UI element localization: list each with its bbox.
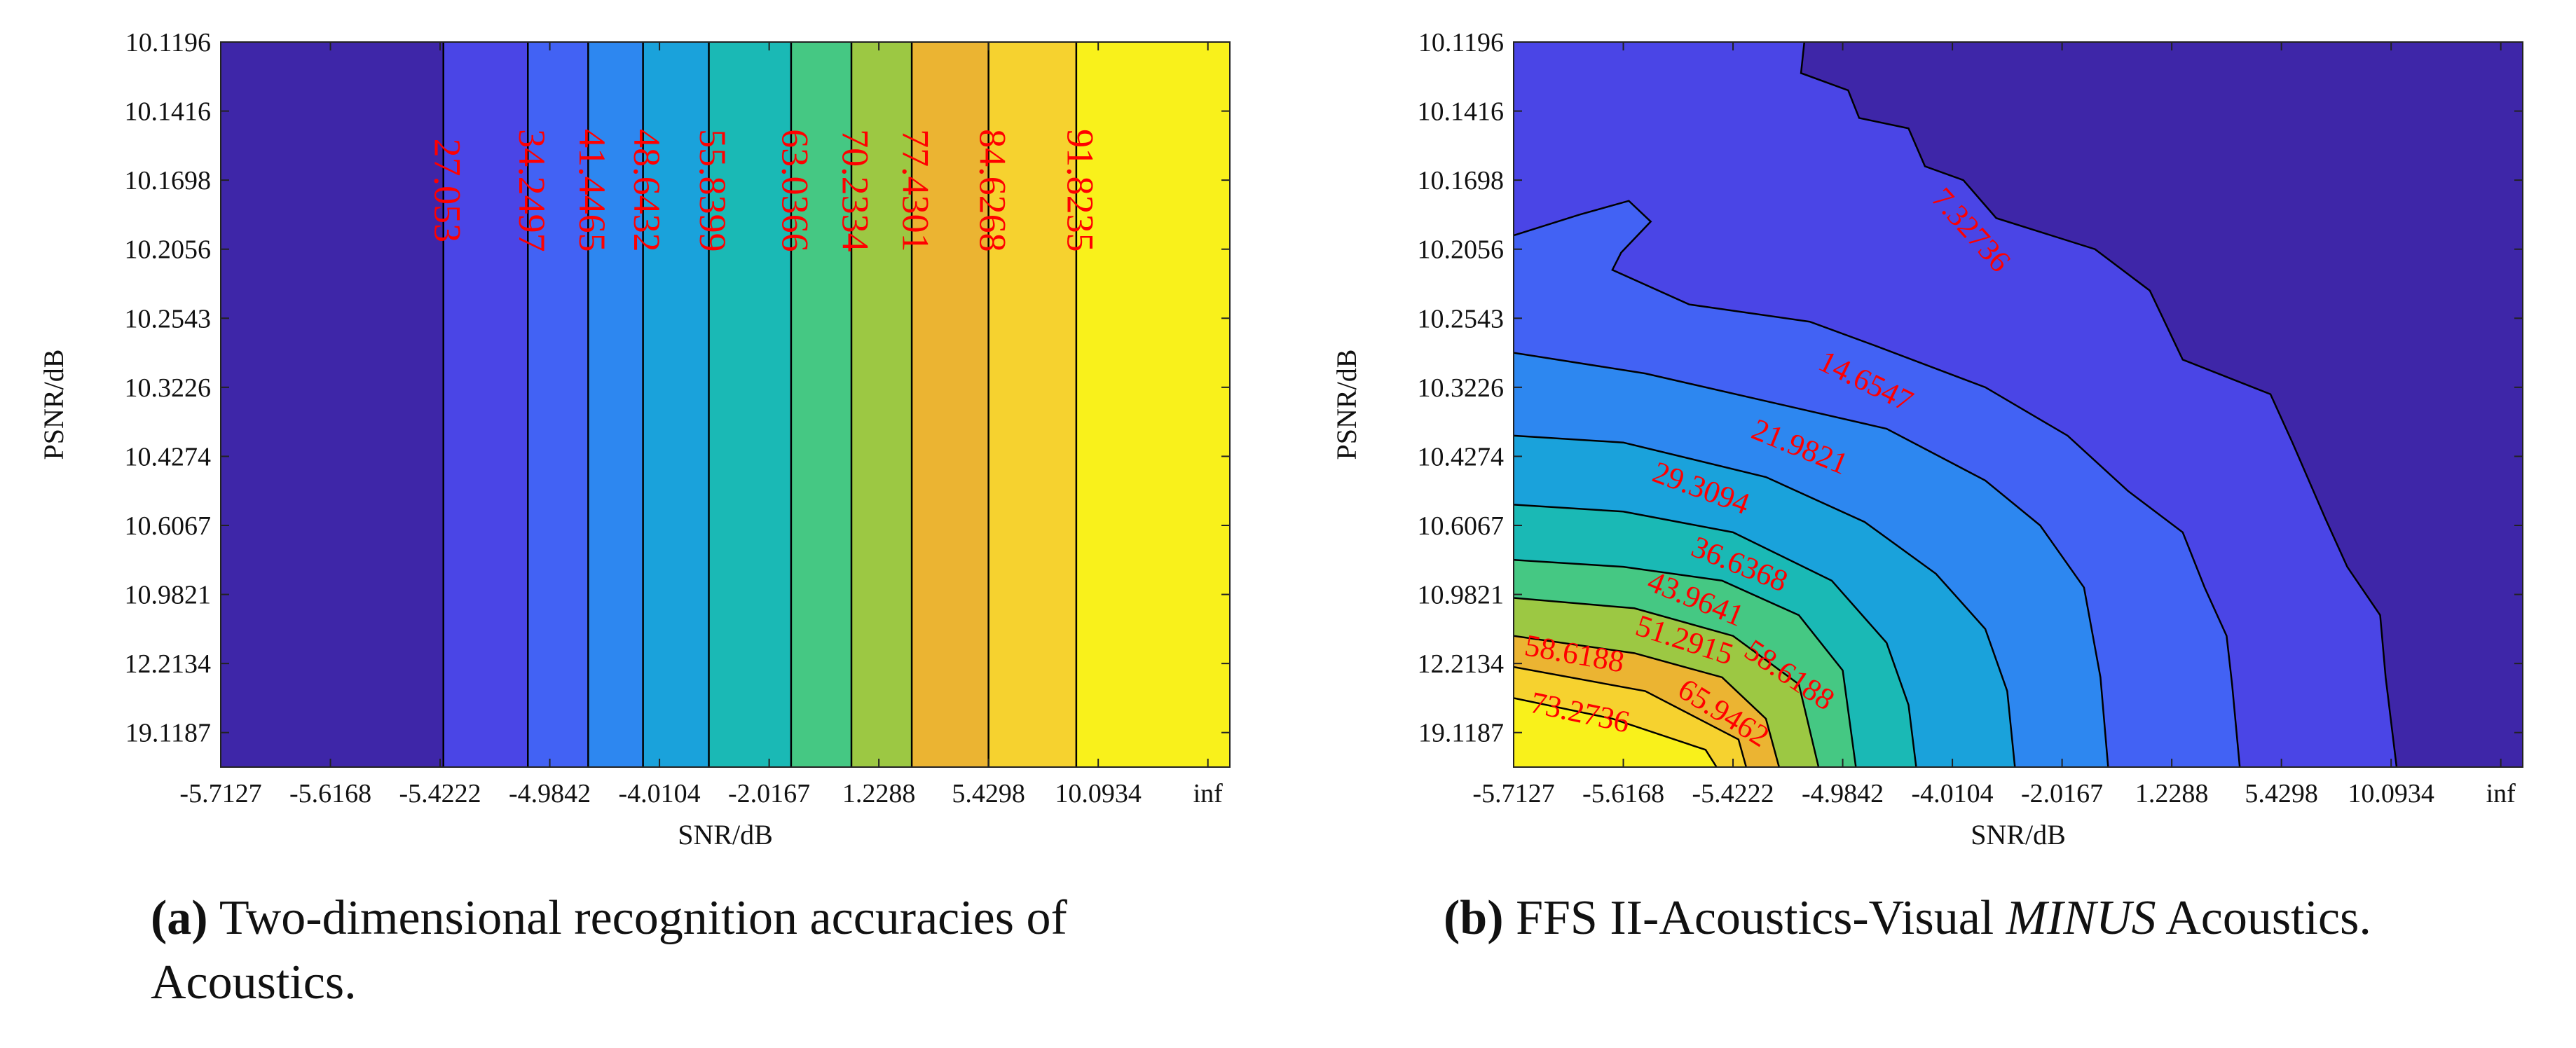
- contour-line-b: [1514, 666, 1748, 767]
- contour-line-b: [1514, 697, 1718, 767]
- contour-line-b: [1514, 200, 2241, 767]
- a-ytick-label: 10.1196: [125, 28, 211, 57]
- a-ytick-label: 10.1698: [125, 166, 212, 195]
- contour-line-b: [1514, 635, 1780, 767]
- caption-b: (b) FFS II-Acoustics-Visual MINUS Acoust…: [1444, 886, 2551, 951]
- b-xtick-label: inf: [2486, 779, 2516, 808]
- panel-b-plot-area: 7.3273614.654721.982129.309436.636843.96…: [1514, 42, 2523, 767]
- contour-label-a: 91.8235: [1059, 129, 1101, 252]
- caption-b-letter: (b): [1444, 891, 1504, 945]
- b-xtick-label: -5.6168: [1582, 779, 1664, 808]
- contour-label-a: 48.6432: [626, 129, 668, 252]
- contour-label-a: 84.6268: [971, 129, 1013, 252]
- b-ytick-label: 10.2056: [1418, 235, 1505, 265]
- a-xtick-label: -4.9842: [509, 779, 591, 808]
- b-ylabel: PSNR/dB: [1331, 350, 1362, 460]
- caption-a-text: Two-dimensional recognition accuracies o…: [151, 891, 1067, 1010]
- contour-label-a: 70.2334: [835, 129, 877, 252]
- band-a-6: [790, 42, 851, 767]
- caption-a: (a) Two-dimensional recognition accuraci…: [151, 886, 1244, 1016]
- b-xtick-label: 10.0934: [2348, 779, 2434, 808]
- b-ytick-label: 10.6067: [1418, 511, 1505, 541]
- band-a-7: [851, 42, 912, 767]
- b-ytick-label: 19.1187: [1418, 719, 1504, 748]
- a-xtick-label: 5.4298: [952, 779, 1025, 808]
- a-xtick-label: -4.0104: [619, 779, 701, 808]
- a-plot-frame: [220, 41, 1231, 768]
- contour-line-b: [1514, 504, 1917, 767]
- b-ytick-label: 10.3226: [1418, 373, 1505, 403]
- a-xtick-label: inf: [1193, 779, 1224, 808]
- caption-b-text-post: Acoustics.: [2156, 891, 2371, 945]
- a-ytick-label: 10.2543: [125, 304, 212, 333]
- a-ytick-label: 10.1416: [125, 97, 212, 127]
- caption-a-letter: (a): [151, 891, 208, 945]
- a-ytick-label: 10.2056: [125, 235, 212, 265]
- b-ytick-label: 10.1698: [1418, 166, 1505, 195]
- a-xtick-label: -5.7127: [179, 779, 261, 808]
- b-xtick-label: -5.4222: [1692, 779, 1774, 808]
- b-ytick-label: 10.2543: [1418, 304, 1505, 333]
- band-a-4: [643, 42, 709, 767]
- a-xtick-label: 1.2288: [842, 779, 916, 808]
- b-xtick-label: 5.4298: [2245, 779, 2318, 808]
- b-xtick-label: -2.0167: [2021, 779, 2103, 808]
- b-ytick-label: 10.4274: [1418, 442, 1505, 471]
- band-a-9: [988, 42, 1076, 767]
- contour-line-b: [1514, 352, 2109, 767]
- contour-label-a: 55.8399: [692, 129, 734, 252]
- a-xtick-label: -5.4222: [399, 779, 481, 808]
- a-ytick-label: 10.9821: [125, 581, 212, 610]
- b-ytick-label: 10.1416: [1418, 97, 1505, 127]
- b-ytick-label: 12.2134: [1418, 649, 1505, 679]
- a-xtick-label: 10.0934: [1055, 779, 1142, 808]
- a-xtick-label: -5.6168: [289, 779, 371, 808]
- caption-b-text-pre: FFS II-Acoustics-Visual: [1503, 891, 2006, 945]
- panel-a-chart: 27.053 34.2497 41.4465 48.6432 55.8399 63.036…: [38, 28, 1231, 850]
- b-ytick-label: 10.9821: [1418, 581, 1505, 610]
- a-ytick-label: 10.4274: [125, 442, 212, 471]
- band-a-2: [528, 42, 589, 767]
- b-xtick-label: 1.2288: [2135, 779, 2209, 808]
- b-xtick-label: -4.0104: [1912, 779, 1994, 808]
- b-xlabel: SNR/dB: [1971, 819, 2066, 850]
- contour-label-a: 34.2497: [511, 129, 553, 252]
- contour-line-b: [1514, 434, 2016, 767]
- contour-label-a: 63.0366: [774, 129, 816, 252]
- b-xtick-label: -5.7127: [1472, 779, 1554, 808]
- a-xtick-label: -2.0167: [728, 779, 810, 808]
- band-a-1: [443, 42, 528, 767]
- a-ytick-label: 10.6067: [125, 511, 212, 541]
- contour-label-a: 77.4301: [895, 129, 937, 252]
- a-ytick-label: 10.3226: [125, 373, 212, 403]
- b-plot-frame: [1513, 41, 2523, 768]
- a-ytick-label: 19.1187: [125, 719, 211, 748]
- a-ytick-label: 12.2134: [125, 649, 212, 679]
- contour-line-b: [1514, 559, 1857, 767]
- band-a-5: [708, 42, 791, 767]
- contour-line-b: [1800, 42, 2398, 767]
- caption-b-italic: MINUS: [2006, 891, 2156, 945]
- band-a-8: [912, 42, 989, 767]
- band-a-10: [1076, 42, 1230, 767]
- band-a-0: [221, 42, 444, 767]
- contour-line-b: [1514, 597, 1820, 767]
- band-b-10: [1514, 698, 1717, 767]
- b-ytick-label: 10.1196: [1418, 28, 1504, 57]
- contour-label-a: 41.4465: [571, 129, 613, 252]
- a-xlabel: SNR/dB: [678, 819, 773, 850]
- panel-b-chart: 7.3273614.654721.982129.309436.636843.96…: [1331, 28, 2523, 850]
- b-xtick-label: -4.9842: [1802, 779, 1884, 808]
- contour-label-a: 27.053: [426, 139, 468, 243]
- a-ylabel: PSNR/dB: [38, 350, 69, 460]
- band-a-3: [588, 42, 643, 767]
